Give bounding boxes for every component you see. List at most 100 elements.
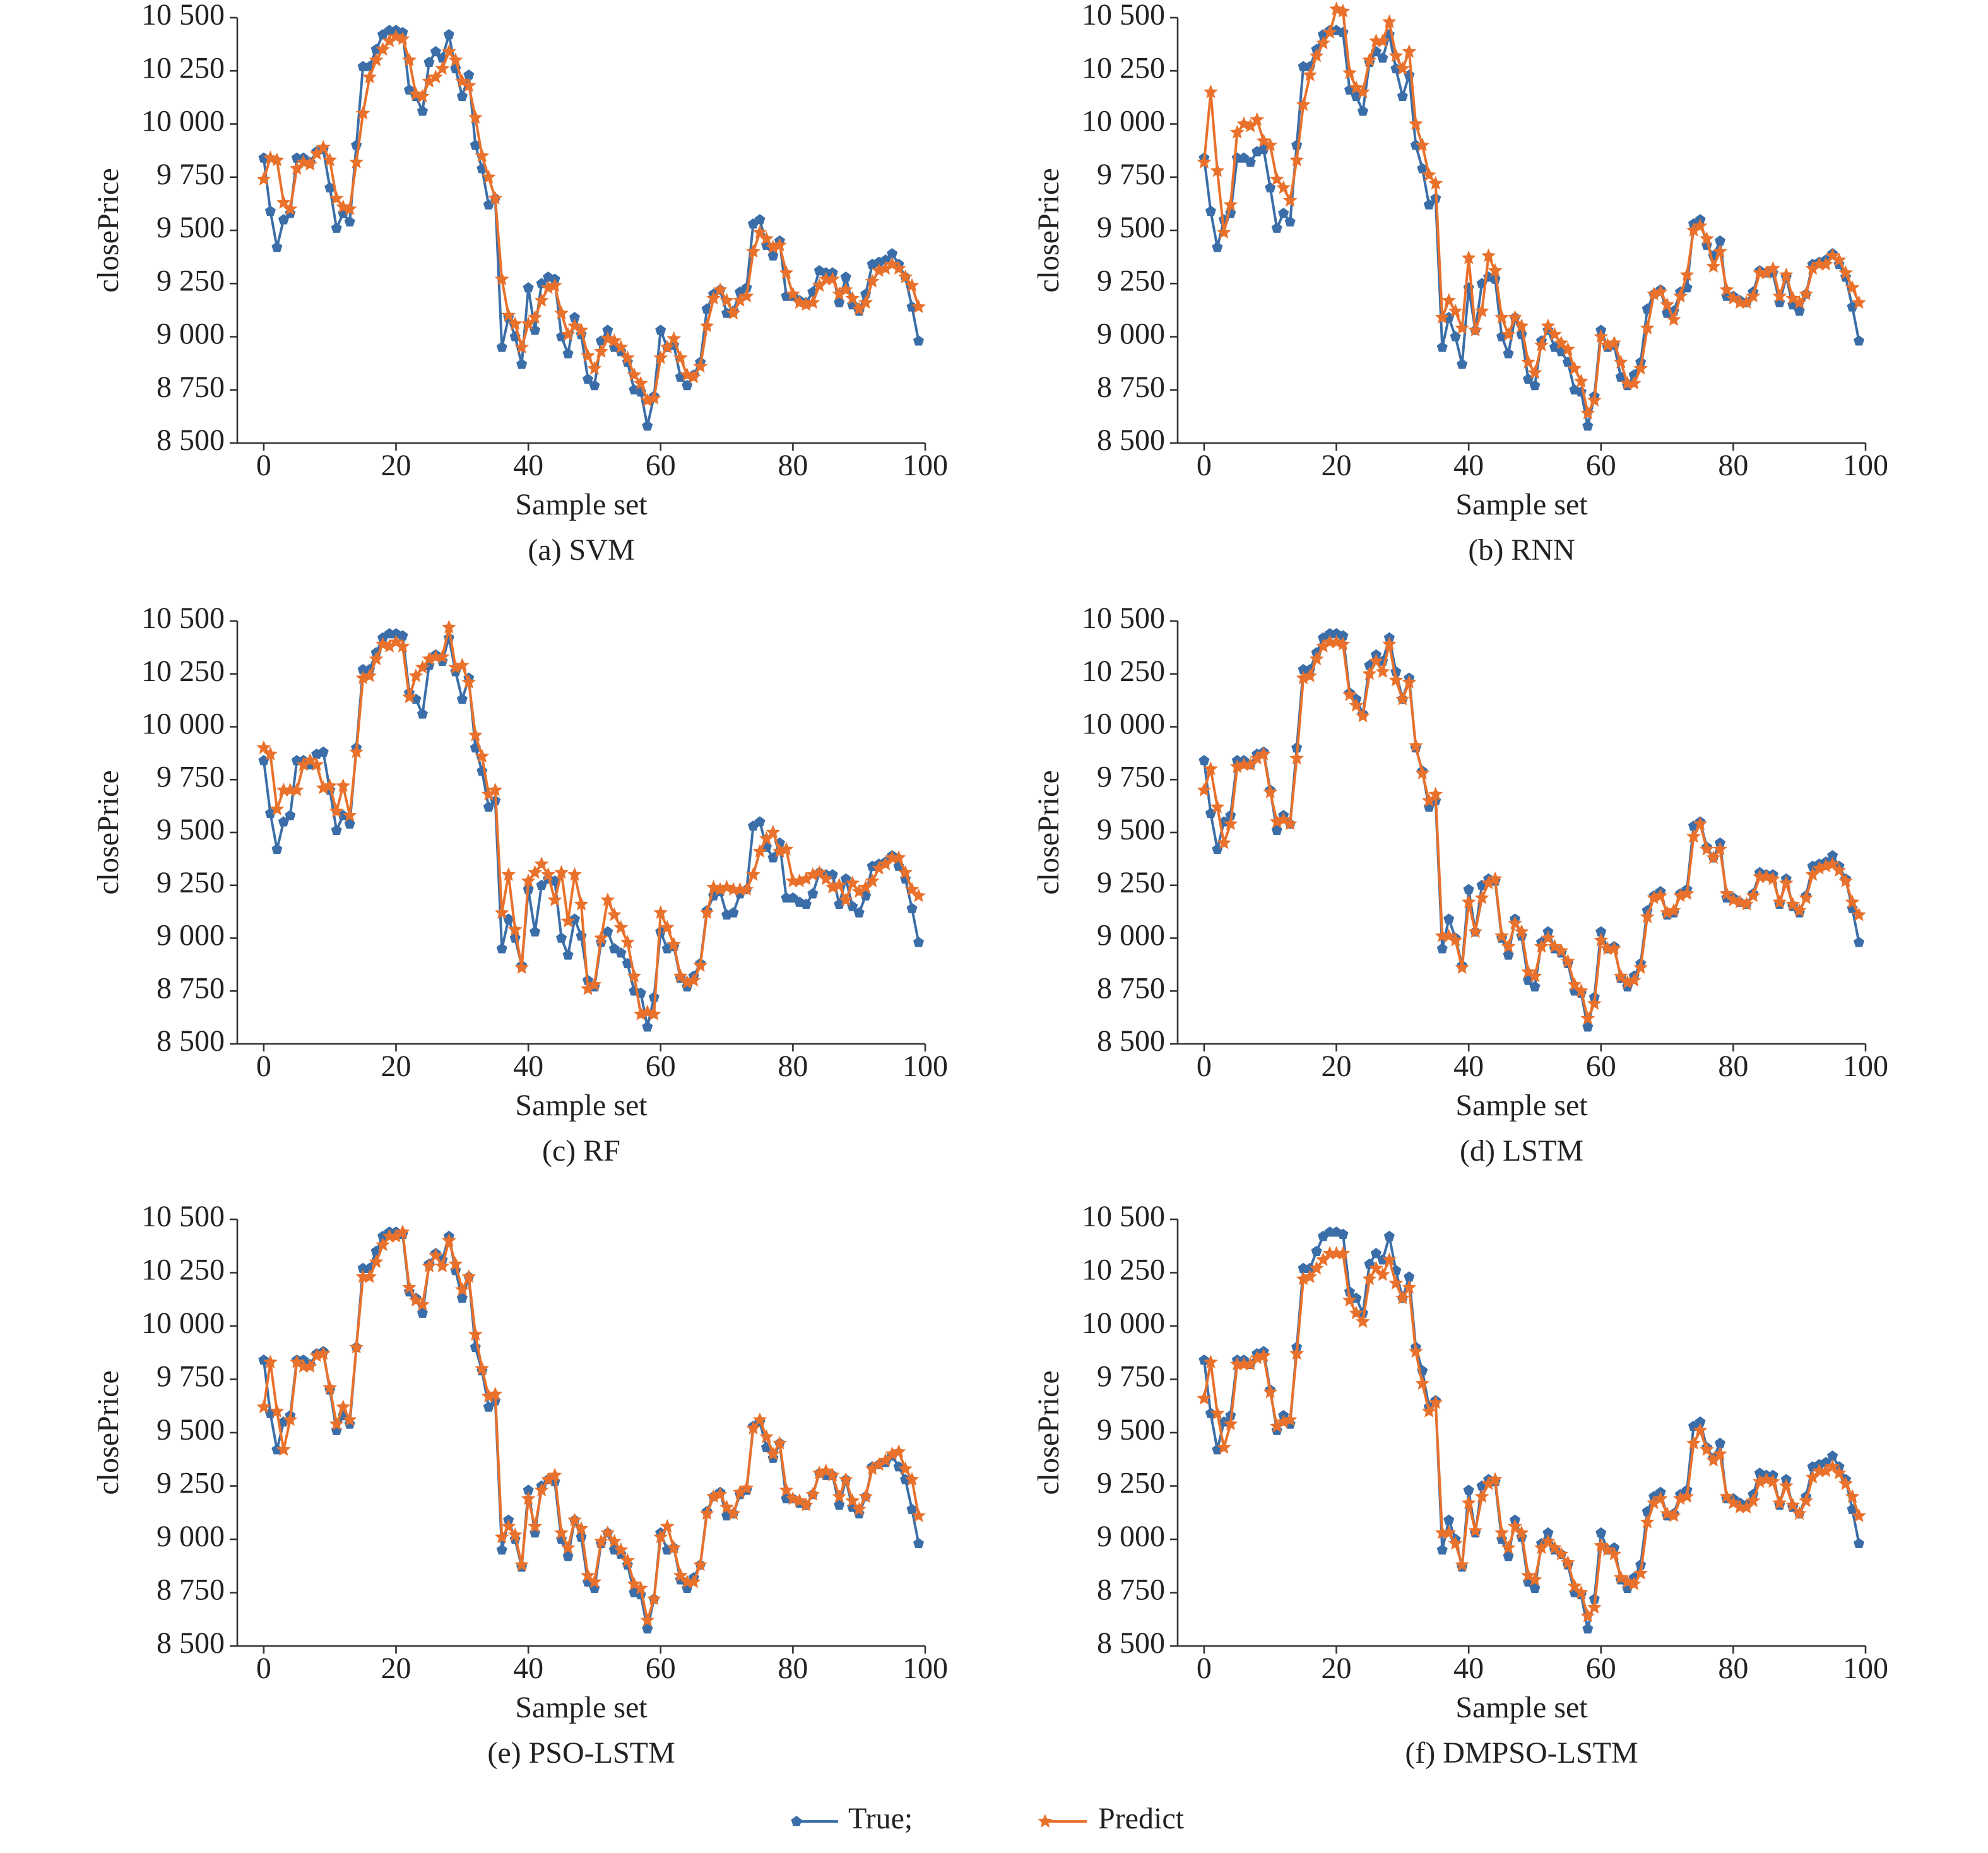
predict-marker bbox=[1223, 1416, 1238, 1431]
predict-marker bbox=[891, 1444, 906, 1459]
panel: 8 500 8 750 9 000 9 250 9 500 9 750 10 000 10 2… bbox=[1032, 1200, 1888, 1770]
predict-marker bbox=[878, 1452, 893, 1467]
predict-marker bbox=[587, 361, 602, 375]
predict-marker bbox=[1852, 907, 1866, 921]
predict-marker bbox=[1455, 1557, 1470, 1572]
x-axis-label: Sample set bbox=[515, 1089, 648, 1122]
predict-marker bbox=[1778, 1478, 1794, 1493]
predict-marker bbox=[1388, 48, 1404, 62]
predict-marker bbox=[1534, 337, 1549, 352]
predict-marker bbox=[1818, 1463, 1833, 1477]
true-marker bbox=[582, 373, 594, 384]
predict-marker bbox=[1216, 835, 1231, 850]
predict-marker bbox=[507, 922, 523, 936]
predict-marker bbox=[646, 391, 661, 405]
true-marker bbox=[913, 335, 925, 346]
predict-marker bbox=[746, 867, 760, 881]
predict-marker bbox=[1316, 639, 1330, 653]
predict-marker bbox=[1653, 1491, 1668, 1505]
true-marker bbox=[642, 420, 653, 431]
true-marker bbox=[853, 907, 865, 918]
predict-marker bbox=[349, 1339, 364, 1354]
predict-marker bbox=[547, 892, 562, 906]
predict-marker bbox=[1303, 1269, 1318, 1283]
predict-marker bbox=[316, 139, 331, 154]
predict-marker bbox=[779, 265, 794, 280]
legend: True; Predict bbox=[791, 1802, 1185, 1835]
predict-marker bbox=[1594, 329, 1609, 343]
true-marker bbox=[516, 358, 528, 369]
predict-marker bbox=[1494, 928, 1509, 942]
predict-marker bbox=[898, 269, 913, 283]
predict-marker bbox=[1700, 1442, 1714, 1456]
predict-marker bbox=[541, 867, 555, 881]
predict-marker bbox=[435, 649, 450, 663]
predict-marker bbox=[1580, 1010, 1595, 1025]
predict-marker bbox=[1772, 288, 1787, 303]
predict-marker bbox=[1342, 65, 1357, 80]
predict-marker bbox=[382, 639, 397, 653]
y-tick-label: 8 750 bbox=[157, 1573, 225, 1607]
true-marker bbox=[1198, 755, 1210, 766]
true-marker bbox=[1278, 208, 1289, 218]
predict-marker bbox=[666, 937, 682, 951]
true-marker bbox=[397, 630, 408, 641]
predict-marker bbox=[1309, 1260, 1324, 1275]
predict-marker bbox=[1216, 1440, 1231, 1454]
true-marker bbox=[523, 1484, 534, 1495]
true-marker bbox=[1357, 105, 1369, 116]
predict-marker bbox=[1765, 1474, 1780, 1488]
predict-marker bbox=[1316, 35, 1330, 50]
predict-marker bbox=[1210, 799, 1225, 814]
predict-marker bbox=[1375, 664, 1390, 678]
true-marker bbox=[324, 182, 336, 192]
predict-marker bbox=[1243, 1356, 1258, 1371]
predict-marker bbox=[640, 1613, 655, 1627]
true-marker bbox=[840, 271, 851, 282]
predict-marker bbox=[865, 273, 880, 288]
predict-marker bbox=[1647, 1495, 1662, 1510]
predict-marker bbox=[349, 155, 364, 169]
predict-marker bbox=[488, 191, 503, 205]
y-tick-label: 9 750 bbox=[1097, 1360, 1165, 1394]
predict-marker bbox=[620, 1553, 635, 1567]
predict-marker bbox=[389, 1229, 403, 1243]
predict-marker bbox=[693, 358, 708, 373]
predict-marker bbox=[1613, 354, 1628, 369]
true-marker bbox=[258, 152, 269, 163]
predict-marker bbox=[1448, 1536, 1463, 1550]
predict-marker bbox=[441, 1233, 456, 1247]
predict-marker bbox=[435, 1258, 450, 1273]
true-marker bbox=[1463, 884, 1474, 894]
x-tick-label: 20 bbox=[381, 449, 411, 482]
predict-marker bbox=[752, 225, 767, 239]
panel-caption: (f) DMPSO-LSTM bbox=[1405, 1736, 1638, 1770]
predict-marker bbox=[1382, 636, 1397, 651]
predict-marker bbox=[1508, 1519, 1522, 1533]
y-tick-label: 10 250 bbox=[141, 1253, 225, 1287]
true-marker bbox=[317, 746, 329, 757]
predict-marker bbox=[342, 201, 357, 215]
true-marker bbox=[1503, 1551, 1514, 1561]
true-marker bbox=[443, 28, 454, 40]
predict-marker bbox=[521, 316, 536, 330]
y-tick-label: 9 500 bbox=[1097, 1413, 1165, 1447]
predict-marker bbox=[1805, 867, 1820, 881]
true-marker bbox=[1853, 1537, 1865, 1549]
true-marker bbox=[1443, 913, 1455, 924]
x-tick-label: 100 bbox=[1843, 1652, 1888, 1685]
predict-marker bbox=[1382, 14, 1397, 28]
predict-marker bbox=[1508, 916, 1522, 930]
predict-marker bbox=[865, 1461, 880, 1476]
predict-marker bbox=[1693, 816, 1708, 831]
x-axis-label: Sample set bbox=[1455, 1691, 1588, 1724]
y-tick-label: 9 500 bbox=[1097, 211, 1165, 244]
predict-marker bbox=[911, 888, 926, 903]
predict-marker bbox=[660, 340, 675, 354]
predict-marker bbox=[581, 348, 595, 362]
predict-marker bbox=[461, 675, 476, 689]
predict-marker bbox=[733, 1484, 747, 1499]
true-marker bbox=[1258, 143, 1269, 155]
y-tick-label: 10 500 bbox=[141, 0, 225, 32]
true-marker bbox=[834, 898, 845, 909]
